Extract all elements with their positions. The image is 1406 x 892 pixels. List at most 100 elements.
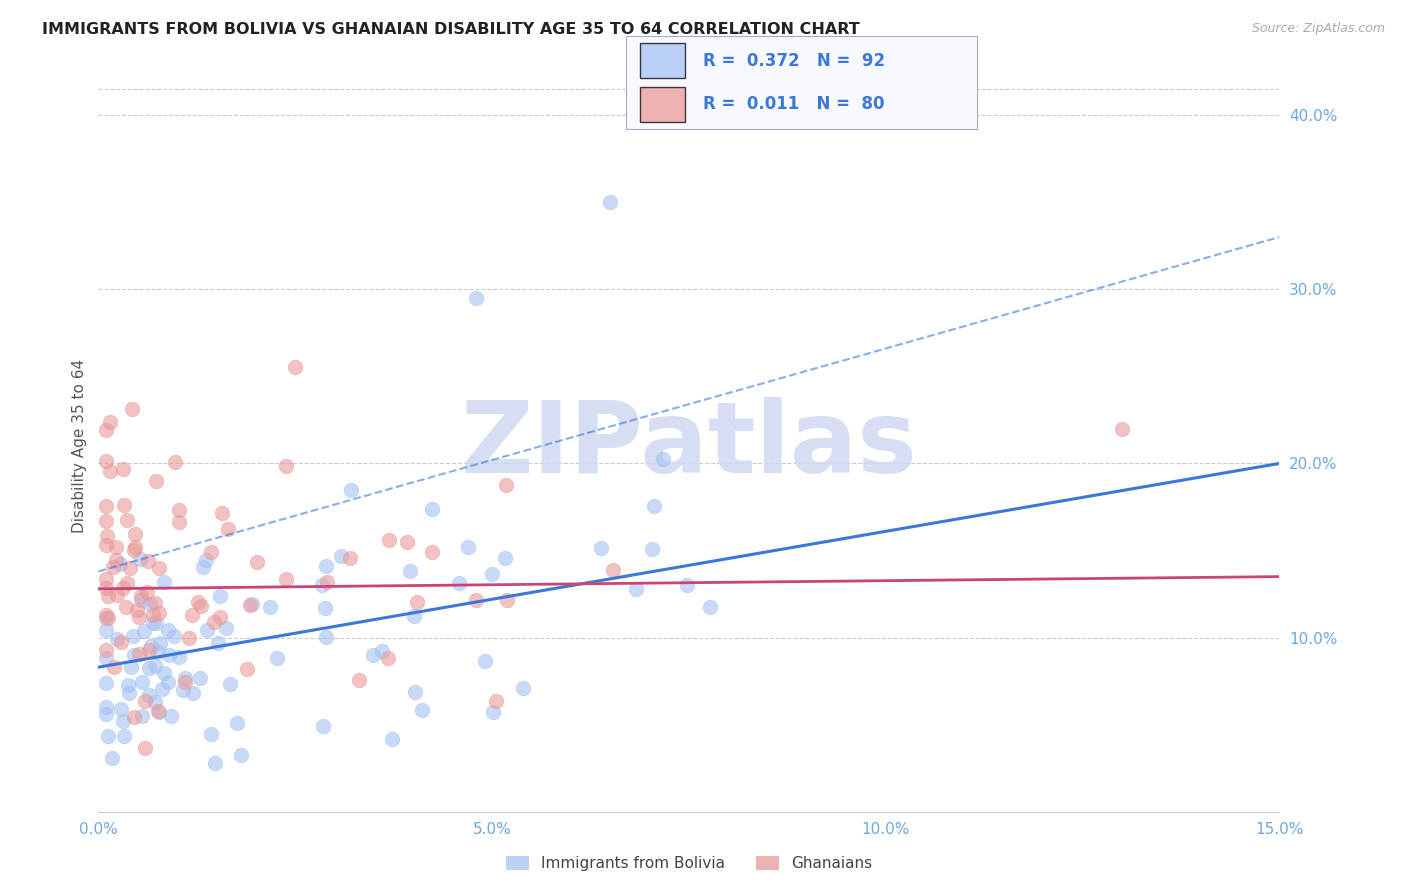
Point [96,454,118,468]
Point [97,730,120,744]
Point [143,658,166,673]
Point [108,557,131,571]
Point [231,748,253,763]
Point [398,564,420,578]
Point [495,477,517,491]
Point [402,608,425,623]
Point [127,603,149,617]
Point [110,635,132,649]
Point [118,686,141,700]
Point [103,660,125,674]
Point [200,727,222,741]
Point [135,585,157,599]
Point [215,621,238,635]
Point [274,459,297,474]
Point [120,660,142,674]
Point [128,551,150,566]
Point [643,500,665,514]
Point [315,558,337,573]
Point [136,554,159,568]
Point [145,695,167,709]
Point [239,598,262,612]
Point [404,685,426,699]
Point [138,643,160,657]
Point [134,694,156,708]
Point [96,514,118,528]
Point [599,195,621,210]
Point [131,675,153,690]
Point [179,631,201,645]
Point [259,600,281,615]
Point [146,704,169,718]
Point [314,601,336,615]
Point [167,516,190,530]
Point [474,654,496,668]
Point [97,589,120,603]
Point [157,624,180,638]
Point [112,729,135,743]
Point [174,671,197,685]
Point [96,651,118,665]
Point [494,551,516,566]
Point [482,705,505,719]
Point [115,513,138,527]
Point [395,535,418,549]
Point [420,545,443,559]
Point [131,709,153,723]
Point [143,596,166,610]
Point [406,595,429,609]
Point [101,559,124,574]
Point [153,665,176,680]
Point [225,716,247,731]
Point [311,578,333,592]
Point [183,686,205,700]
Point [138,688,160,702]
Point [274,572,297,586]
Text: R =  0.372   N =  92: R = 0.372 N = 92 [703,52,886,70]
Point [339,550,361,565]
Point [381,732,404,747]
Point [150,681,173,696]
Point [641,542,664,557]
Text: IMMIGRANTS FROM BOLIVIA VS GHANAIAN DISABILITY AGE 35 TO 64 CORRELATION CHART: IMMIGRANTS FROM BOLIVIA VS GHANAIAN DISA… [42,22,860,37]
Point [117,678,139,692]
Point [194,553,217,567]
Point [312,719,335,733]
Point [167,649,190,664]
Point [100,415,122,429]
Point [340,483,363,497]
Point [675,578,697,592]
Point [315,574,337,589]
Text: R =  0.011   N =  80: R = 0.011 N = 80 [703,95,884,113]
Point [207,636,229,650]
Point [512,681,534,696]
Point [191,560,214,574]
Point [149,636,172,650]
Point [378,533,401,548]
Point [142,615,165,630]
Point [209,610,232,624]
Y-axis label: Disability Age 35 to 64: Disability Age 35 to 64 [72,359,87,533]
Point [96,499,118,513]
Point [122,710,145,724]
Point [217,522,239,536]
Point [181,607,204,622]
Point [104,540,127,554]
Point [110,702,132,716]
Point [153,574,176,589]
Point [105,588,128,602]
Point [204,756,226,771]
Point [96,607,118,622]
Point [122,629,145,643]
Point [131,590,153,604]
Point [145,616,167,631]
Point [447,576,470,591]
FancyBboxPatch shape [640,43,686,78]
Point [1111,421,1133,435]
Point [124,541,146,555]
Point [96,675,118,690]
Legend: Immigrants from Bolivia, Ghanaians: Immigrants from Bolivia, Ghanaians [501,850,877,877]
Point [195,624,218,638]
Text: Source: ZipAtlas.com: Source: ZipAtlas.com [1251,22,1385,36]
Point [602,563,624,577]
